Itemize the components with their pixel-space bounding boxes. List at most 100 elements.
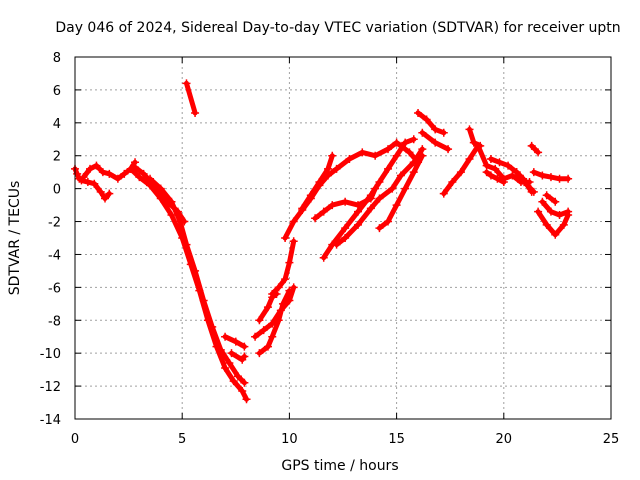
series-arc-23 bbox=[465, 125, 485, 150]
data-point-marker bbox=[285, 258, 294, 267]
data-point-marker bbox=[482, 168, 491, 177]
series-layer bbox=[71, 79, 573, 404]
axis-layer: 0 5 10 15 20 25 -14 -12 -10 -8 -6 -4 -2 0 2 4 6 8 bbox=[40, 51, 620, 447]
series-arc-20 bbox=[414, 108, 448, 137]
data-point-marker bbox=[319, 253, 328, 262]
data-point-marker bbox=[274, 316, 283, 325]
series-line bbox=[269, 238, 297, 297]
data-point-marker bbox=[542, 191, 551, 200]
data-point-marker bbox=[221, 363, 230, 372]
data-point-marker bbox=[225, 359, 234, 368]
data-point-marker bbox=[131, 163, 140, 172]
data-point-marker bbox=[319, 207, 328, 216]
data-point-marker bbox=[191, 266, 200, 275]
series-arc-7 bbox=[182, 79, 200, 117]
y-tick-label: -12 bbox=[40, 380, 61, 395]
data-point-marker bbox=[405, 148, 414, 157]
data-point-marker bbox=[139, 169, 148, 178]
data-point-marker bbox=[332, 164, 341, 173]
data-point-marker bbox=[439, 128, 448, 137]
data-point-marker bbox=[281, 234, 290, 242]
data-point-marker bbox=[384, 217, 393, 226]
data-point-marker bbox=[431, 138, 440, 147]
data-point-marker bbox=[486, 171, 495, 180]
series-line bbox=[544, 192, 558, 205]
data-point-marker bbox=[148, 179, 157, 188]
data-point-marker bbox=[564, 207, 573, 216]
data-point-marker bbox=[173, 207, 182, 216]
data-point-marker bbox=[555, 210, 564, 219]
data-point-marker bbox=[120, 169, 129, 178]
data-point-marker bbox=[546, 173, 555, 182]
data-point-marker bbox=[191, 108, 200, 117]
data-point-marker bbox=[328, 201, 337, 210]
series-line bbox=[132, 164, 187, 224]
y-tick-label: 0 bbox=[53, 183, 61, 198]
data-point-marker bbox=[77, 176, 86, 185]
data-point-marker bbox=[113, 174, 122, 183]
data-point-marker bbox=[508, 171, 517, 180]
y-tick-label: 2 bbox=[53, 150, 61, 165]
data-point-marker bbox=[96, 187, 105, 196]
data-point-marker bbox=[422, 115, 431, 124]
data-point-marker bbox=[208, 322, 217, 331]
data-point-marker bbox=[289, 237, 298, 246]
data-point-marker bbox=[392, 151, 401, 160]
data-point-marker bbox=[534, 148, 543, 157]
x-tick-label: 10 bbox=[281, 432, 298, 447]
data-point-marker bbox=[396, 171, 405, 180]
data-point-marker bbox=[274, 283, 283, 292]
x-tick-label: 25 bbox=[603, 432, 620, 447]
series-arc-13 bbox=[268, 237, 298, 298]
data-point-marker bbox=[392, 138, 401, 147]
series-line bbox=[376, 153, 425, 231]
data-point-marker bbox=[512, 168, 521, 177]
data-point-marker bbox=[231, 337, 240, 346]
series-arc-25 bbox=[482, 168, 508, 187]
data-point-marker bbox=[354, 201, 363, 210]
data-point-marker bbox=[392, 201, 401, 210]
data-point-marker bbox=[298, 204, 307, 213]
data-point-marker bbox=[221, 332, 230, 341]
data-point-marker bbox=[493, 174, 502, 183]
data-point-marker bbox=[259, 326, 268, 335]
y-axis-label: SDTVAR / TECUs bbox=[7, 181, 23, 296]
series-line bbox=[529, 143, 541, 155]
data-point-marker bbox=[527, 141, 536, 150]
series-arc-9 bbox=[227, 349, 249, 364]
data-point-marker bbox=[98, 168, 107, 177]
data-point-marker bbox=[551, 197, 560, 206]
data-point-marker bbox=[90, 179, 99, 188]
series-arc-17 bbox=[311, 184, 380, 223]
series-line bbox=[484, 169, 507, 185]
data-point-marker bbox=[268, 289, 277, 298]
data-point-marker bbox=[101, 194, 110, 203]
data-point-marker bbox=[504, 161, 513, 170]
y-tick-label: -6 bbox=[48, 281, 61, 296]
data-point-marker bbox=[86, 164, 95, 173]
series-arc-8 bbox=[221, 332, 249, 351]
data-point-marker bbox=[418, 151, 427, 160]
data-point-marker bbox=[156, 191, 165, 200]
data-point-marker bbox=[233, 372, 242, 381]
data-point-marker bbox=[529, 168, 538, 177]
series-arc-30 bbox=[538, 197, 573, 219]
data-point-marker bbox=[414, 108, 423, 117]
data-point-marker bbox=[465, 125, 474, 134]
series-line bbox=[467, 126, 483, 149]
data-point-marker bbox=[546, 207, 555, 216]
series-arc-15 bbox=[298, 151, 337, 213]
x-tick-label: 20 bbox=[496, 432, 513, 447]
data-point-marker bbox=[375, 178, 384, 187]
data-point-marker bbox=[182, 79, 191, 88]
series-arc-21 bbox=[418, 128, 453, 154]
data-point-marker bbox=[499, 178, 508, 187]
data-point-marker bbox=[229, 377, 238, 386]
data-point-marker bbox=[538, 171, 547, 180]
series-arc-26 bbox=[512, 168, 538, 196]
data-point-marker bbox=[384, 164, 393, 173]
series-arc-11 bbox=[255, 286, 294, 358]
data-point-marker bbox=[439, 189, 448, 198]
data-point-marker bbox=[564, 174, 573, 183]
